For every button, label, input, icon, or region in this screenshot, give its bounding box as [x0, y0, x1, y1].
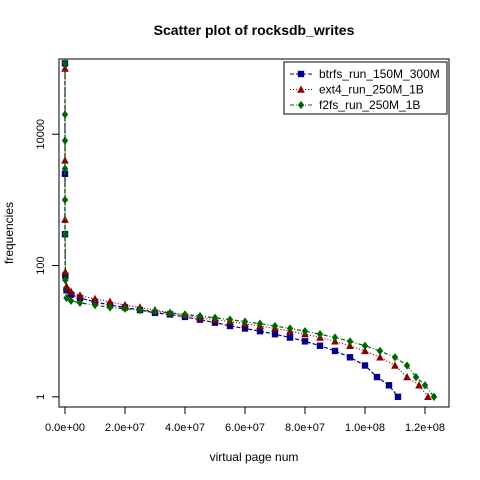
data-point — [91, 294, 99, 303]
x-tick-label: 1.0e+08 — [345, 422, 385, 434]
data-point — [62, 282, 71, 290]
legend-label: f2fs_run_250M_1B — [319, 98, 420, 112]
data-point — [61, 164, 69, 173]
data-point — [61, 136, 69, 145]
y-axis-label: frequencies — [2, 202, 16, 264]
data-point — [415, 381, 423, 389]
y-tick-label: 1 — [35, 394, 47, 400]
data-point — [271, 321, 279, 331]
data-point — [61, 59, 69, 68]
data-point — [316, 330, 324, 339]
x-tick-label: 4.0e+07 — [165, 422, 205, 434]
x-tick-label: 6.0e+07 — [225, 422, 265, 434]
data-point — [61, 64, 69, 72]
legend: btrfs_run_150M_300M ext4_run_250M_1Bf2fs_… — [283, 61, 448, 115]
data-point — [226, 322, 234, 330]
data-point — [76, 291, 84, 299]
series-layer — [61, 59, 438, 401]
legend-label: btrfs_run_150M_300M — [319, 67, 440, 81]
series-f2fs_run_250M_1B — [61, 59, 438, 401]
x-tick-label: 1.2e+08 — [405, 422, 445, 434]
data-point — [211, 313, 219, 322]
legend-marker — [297, 85, 305, 93]
x-axis: 0.0e+00 2.0e+07 4.0e+07 6.0e+07 8.0e+07 1.0e+… — [45, 406, 445, 434]
data-point — [391, 361, 399, 369]
data-point — [106, 303, 114, 312]
data-point — [331, 347, 339, 355]
legend-marker — [297, 70, 305, 78]
data-point — [376, 353, 384, 361]
data-point — [424, 392, 432, 401]
data-point — [286, 324, 294, 333]
series-line — [64, 68, 429, 398]
legend-marker — [297, 100, 305, 110]
x-tick-label: 0.0e+00 — [45, 422, 85, 434]
data-point — [67, 287, 75, 295]
data-point — [316, 342, 324, 349]
data-point — [63, 293, 70, 303]
data-point — [385, 382, 393, 389]
y-axis: 1 100 10000 — [35, 119, 60, 400]
data-point — [67, 296, 75, 305]
data-point — [346, 354, 354, 361]
data-point — [361, 341, 369, 350]
data-point — [256, 327, 264, 335]
data-point — [301, 327, 309, 336]
data-point — [361, 362, 369, 369]
data-point — [286, 334, 294, 341]
data-point — [346, 337, 354, 346]
data-point — [226, 315, 234, 324]
data-point — [301, 338, 309, 345]
data-point — [331, 333, 339, 342]
data-point — [166, 308, 174, 318]
data-point — [61, 110, 69, 119]
data-point — [76, 298, 84, 308]
x-tick-label: 2.0e+07 — [105, 422, 145, 434]
x-axis-label: virtual page num — [210, 450, 299, 464]
data-point — [61, 195, 69, 205]
x-tick-label: 8.0e+07 — [285, 422, 325, 434]
data-point — [151, 307, 159, 316]
data-point — [241, 317, 249, 326]
data-point — [196, 311, 204, 321]
data-point — [62, 275, 69, 285]
data-point — [121, 304, 129, 313]
data-point — [430, 392, 438, 401]
data-point — [373, 373, 381, 381]
data-point — [61, 230, 69, 239]
data-point — [136, 305, 144, 315]
data-point — [106, 297, 114, 306]
data-point — [403, 372, 411, 381]
data-point — [256, 319, 264, 328]
data-point — [421, 381, 429, 390]
data-point — [271, 330, 279, 338]
y-tick-label: 100 — [35, 256, 47, 274]
data-point — [376, 346, 384, 356]
data-point — [361, 346, 369, 355]
data-point — [403, 361, 411, 370]
y-tick-label: 10000 — [35, 119, 47, 150]
data-point — [91, 300, 99, 310]
chart-title: Scatter plot of rocksdb_writes — [154, 22, 355, 38]
data-point — [241, 325, 249, 332]
legend-label: ext4_run_250M_1B — [319, 83, 424, 97]
data-point — [394, 393, 402, 401]
data-point — [412, 372, 420, 382]
data-point — [391, 353, 399, 362]
data-point — [181, 310, 189, 319]
